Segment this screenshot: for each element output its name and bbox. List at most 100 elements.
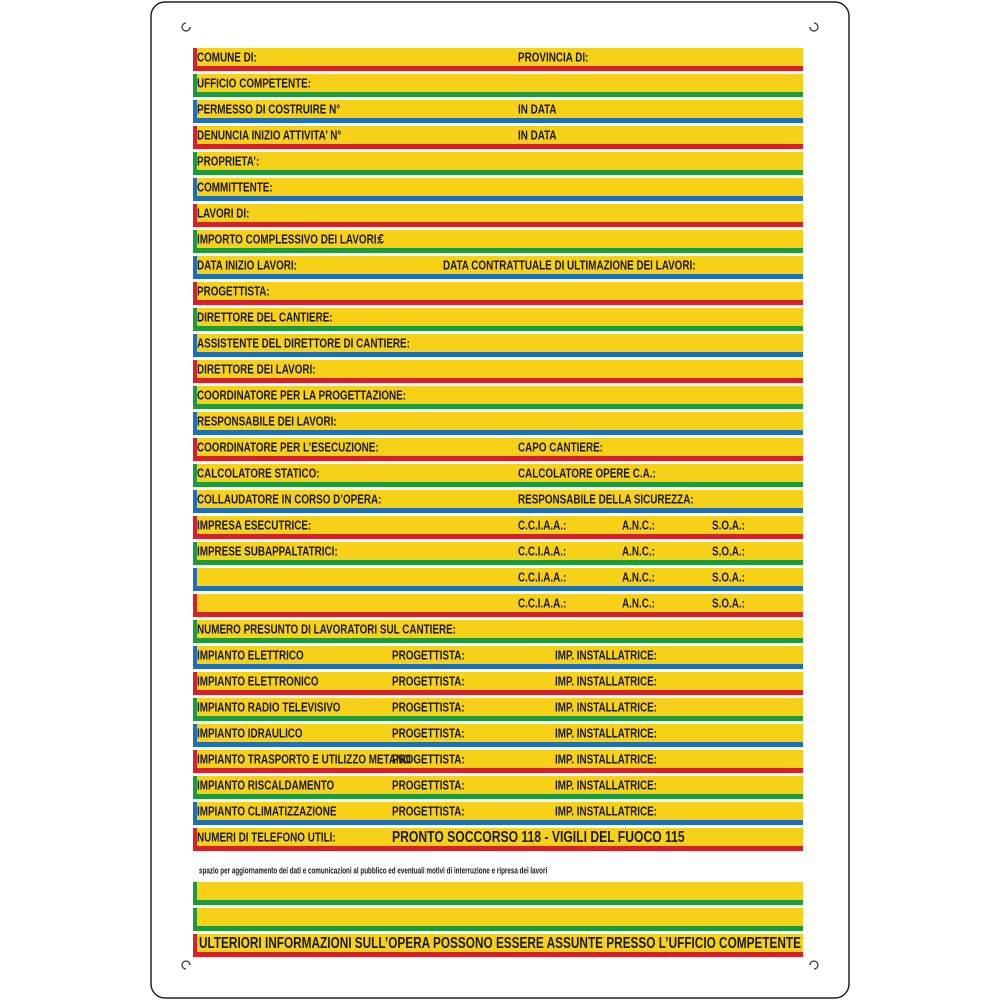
field-label: PROGETTISTA: — [392, 649, 465, 663]
row-edge — [193, 282, 197, 305]
row-edge — [193, 256, 197, 279]
field-label: COMMITTENTE: — [197, 181, 273, 195]
field-label: CAPO CANTIERE: — [518, 441, 603, 455]
field-label: LAVORI DI: — [197, 207, 249, 221]
field-label: NUMERI DI TELEFONO UTILI: — [197, 831, 336, 845]
row-stripe — [193, 952, 803, 957]
row-edge — [193, 724, 197, 747]
row-edge — [193, 568, 197, 591]
row-stripe — [193, 508, 803, 513]
row-band — [193, 178, 803, 196]
row-band — [193, 334, 803, 352]
row-band — [193, 724, 803, 742]
field-label: IMPORTO COMPLESSIVO DEI LAVORI: — [197, 233, 380, 247]
row-stripe — [193, 664, 803, 669]
field-label: IN DATA — [518, 129, 557, 143]
field-label: IMPIANTO CLIMATIZZAZIONE — [197, 805, 337, 819]
field-label: PROPRIETA’: — [197, 155, 259, 169]
row-edge — [193, 516, 197, 539]
row-band — [193, 908, 803, 926]
row-stripe — [193, 352, 803, 357]
row-stripe — [193, 926, 803, 931]
row-edge — [193, 334, 197, 357]
hole — [809, 960, 819, 970]
field-label: IMP. INSTALLATRICE: — [555, 805, 657, 819]
field-label: IMP. INSTALLATRICE: — [555, 727, 657, 741]
row-stripe — [193, 742, 803, 747]
field-label: DATA CONTRATTUALE DI ULTIMAZIONE DEI LAV… — [443, 259, 696, 273]
field-label: COMUNE DI: — [197, 51, 257, 65]
row-edge — [193, 152, 197, 175]
row-band — [193, 698, 803, 716]
row-band — [193, 204, 803, 222]
hole — [181, 22, 191, 32]
row-stripe — [193, 430, 803, 435]
row-band — [193, 594, 803, 612]
field-label: PROGETTISTA: — [392, 753, 465, 767]
hole — [181, 960, 191, 970]
row-band — [193, 100, 803, 118]
field-label: C.C.I.A.A.: — [518, 519, 566, 533]
row-stripe — [193, 196, 803, 201]
row-stripe — [193, 820, 803, 825]
row-edge — [193, 308, 197, 331]
row-stripe — [193, 482, 803, 487]
row-edge — [193, 360, 197, 383]
field-label: IMPIANTO TRASPORTO E UTILIZZO METANO — [197, 753, 411, 767]
field-label: CALCOLATORE OPERE C.A.: — [518, 467, 656, 481]
field-label: IMPIANTO IDRAULICO — [197, 727, 303, 741]
row-band — [193, 386, 803, 404]
row-edge — [193, 230, 197, 253]
field-label: PROVINCIA DI: — [518, 51, 588, 65]
field-label: PRONTO SOCCORSO 118 - VIGILI DEL FUOCO 1… — [392, 829, 685, 847]
row-edge — [193, 464, 197, 487]
row-band — [193, 542, 803, 560]
field-label: COLLAUDATORE IN CORSO D’OPERA: — [197, 493, 381, 507]
field-label: A.N.C.: — [622, 597, 655, 611]
row-stripe — [193, 118, 803, 123]
row-band — [193, 438, 803, 456]
row-stripe — [193, 248, 803, 253]
row-band — [193, 360, 803, 378]
row-band — [193, 802, 803, 820]
field-label: PROGETTISTA: — [392, 779, 465, 793]
field-label: A.N.C.: — [622, 545, 655, 559]
row-edge — [193, 178, 197, 201]
row-stripe — [193, 768, 803, 773]
field-label: S.O.A.: — [712, 519, 745, 533]
field-label: RESPONSABILE DELLA SICUREZZA: — [518, 493, 694, 507]
field-label: A.N.C.: — [622, 571, 655, 585]
row-edge — [193, 412, 197, 435]
row-edge — [193, 100, 197, 123]
row-band — [193, 490, 803, 508]
field-label: CALCOLATORE STATICO: — [197, 467, 320, 481]
footer-text: ULTERIORI INFORMAZIONI SULL’OPERA POSSON… — [199, 935, 801, 952]
row-band — [193, 48, 803, 66]
field-label: IMP. INSTALLATRICE: — [555, 701, 657, 715]
row-edge — [193, 646, 197, 669]
row-band — [193, 882, 803, 900]
field-label: DIRETTORE DEL CANTIERE: — [197, 311, 333, 325]
row-band — [193, 620, 803, 638]
row-stripe — [193, 716, 803, 721]
field-label: RESPONSABILE DEI LAVORI: — [197, 415, 337, 429]
row-band — [193, 464, 803, 482]
row-band — [193, 230, 803, 248]
field-label: PROGETTISTA: — [392, 701, 465, 715]
row-stripe — [193, 794, 803, 799]
row-edge — [193, 908, 197, 931]
row-edge — [193, 74, 197, 97]
row-stripe — [193, 274, 803, 279]
field-label: IMPIANTO RADIO TELEVISIVO — [197, 701, 340, 715]
update-note: spazio per aggiornamento dei dati e comu… — [199, 865, 547, 875]
hole — [809, 22, 819, 32]
field-label: S.O.A.: — [712, 545, 745, 559]
row-stripe — [193, 534, 803, 539]
field-label: IMPIANTO ELETTRONICO — [197, 675, 319, 689]
field-label: DIRETTORE DEI LAVORI: — [197, 363, 316, 377]
field-label: IMPIANTO RISCALDAMENTO — [197, 779, 334, 793]
row-stripe — [193, 846, 803, 851]
row-edge — [193, 490, 197, 513]
mounting-holes — [181, 22, 819, 970]
